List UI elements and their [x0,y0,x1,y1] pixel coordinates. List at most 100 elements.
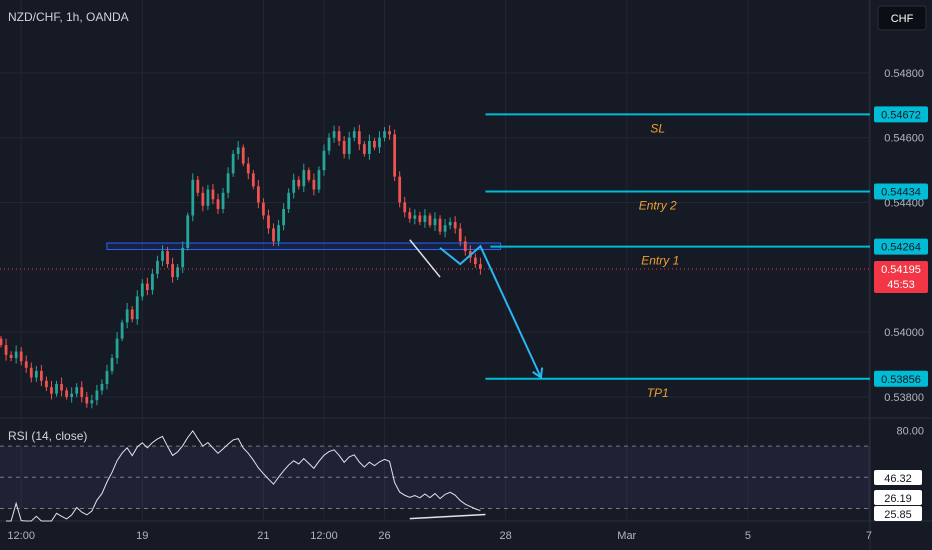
rsi-panel [0,430,870,522]
candle-body [307,170,311,180]
candle-body [171,264,174,278]
candle-body [347,137,351,154]
candle-body [19,351,23,362]
candle-body [125,309,129,323]
candle-body [90,400,94,404]
time-tick-label: 21 [257,530,269,542]
rsi-value-tag [874,506,922,521]
candle-body [352,131,356,138]
projection-path [439,244,542,378]
candle-body [45,380,48,388]
candle-body [34,371,38,378]
candle-body [322,150,326,171]
current-price-tag [874,260,928,293]
candle-body [140,283,144,297]
level-label: TP1 [647,386,669,400]
candle-body [337,131,341,141]
rsi-trendline [409,513,486,520]
candle-body [388,131,391,135]
candle-body [39,371,43,381]
time-tick-label: 12:00 [310,530,338,542]
candle-body [403,202,407,213]
candle-body [216,199,220,209]
candle-body [458,228,462,242]
level-price-tag-text: 0.53856 [881,374,921,386]
candle-body [256,186,260,203]
candle-body [130,309,134,320]
time-tick-label: 7 [866,530,872,542]
level-label: SL [650,121,665,135]
candle-body [120,322,124,339]
rsi-value-tag [874,490,922,505]
candle-body [312,179,316,190]
candle-body [418,215,422,222]
candle-body [4,345,8,355]
candle-body [211,189,215,200]
price-tick-label: 0.54800 [884,68,924,80]
candle-body [161,251,164,261]
rsi-value-tag [874,470,922,485]
rsi-title: RSI (14, close) [8,429,87,443]
level-price-tag [874,238,928,255]
time-tick-label: 26 [378,530,390,542]
currency-button[interactable]: CHF [877,5,927,31]
time-tick-label: 19 [136,530,148,542]
candle-body [65,390,69,397]
price-tick-label: 0.54000 [884,327,924,339]
current-price-text: 0.54195 [881,264,921,276]
candle-body [176,267,180,278]
rsi-value-tag-text: 26.19 [884,493,912,505]
drawings-layer: SL Entry 2 Entry 1 TP1 [0,113,870,400]
candle-body [383,131,386,138]
price-tick-label: 0.54400 [884,198,924,210]
price-axis[interactable]: 0.54800 0.54600 0.54400 0.54000 0.53800 0.546… [874,68,928,521]
candle-body [357,131,361,145]
candle-body [428,215,432,226]
currency-label: CHF [891,13,914,25]
candle-body [438,218,442,232]
candle-body [231,153,235,174]
candle-body [221,192,225,209]
candle-body [408,212,412,219]
candle-body [473,257,477,265]
level-price-tag [874,183,928,200]
candle-body [302,170,306,187]
time-axis[interactable]: 12:00 19 21 12:00 26 28 Mar 5 7 [7,530,872,542]
rsi-value-tag-text: 25.85 [884,509,912,521]
countdown-text: 45:53 [887,279,915,291]
candle-body [393,134,397,177]
candle-body [201,192,205,206]
candle-body [463,241,467,252]
rsi-tick-label: 80.00 [896,425,924,437]
candle-body [317,170,321,190]
candle-body [0,338,3,346]
candle-body [80,387,84,397]
candle-body [287,192,291,209]
time-tick-label: 28 [500,530,512,542]
candle-body [282,209,285,226]
level-price-tag-text: 0.54672 [881,109,921,121]
candle-body [362,144,366,154]
candle-body [196,179,200,193]
candle-body [166,251,169,265]
chart-title: NZD/CHF, 1h, OANDA [8,10,129,24]
candle-body [413,215,417,219]
level-price-tag [874,106,928,123]
projection-arrowhead [532,367,544,380]
time-tick-label: 12:00 [7,530,35,542]
candle-body [115,338,119,359]
candle-body [373,140,376,148]
candle-body [297,179,301,187]
candle-body [262,202,265,216]
candle-body [100,383,104,391]
candle-body [29,367,33,378]
candle-body [443,225,447,232]
candle-body [236,147,240,154]
candle-body [191,179,195,216]
candle-body [55,383,58,394]
rsi-value-tag-text: 46.32 [884,473,912,485]
candle-body [226,173,230,193]
candle-body [70,393,74,397]
